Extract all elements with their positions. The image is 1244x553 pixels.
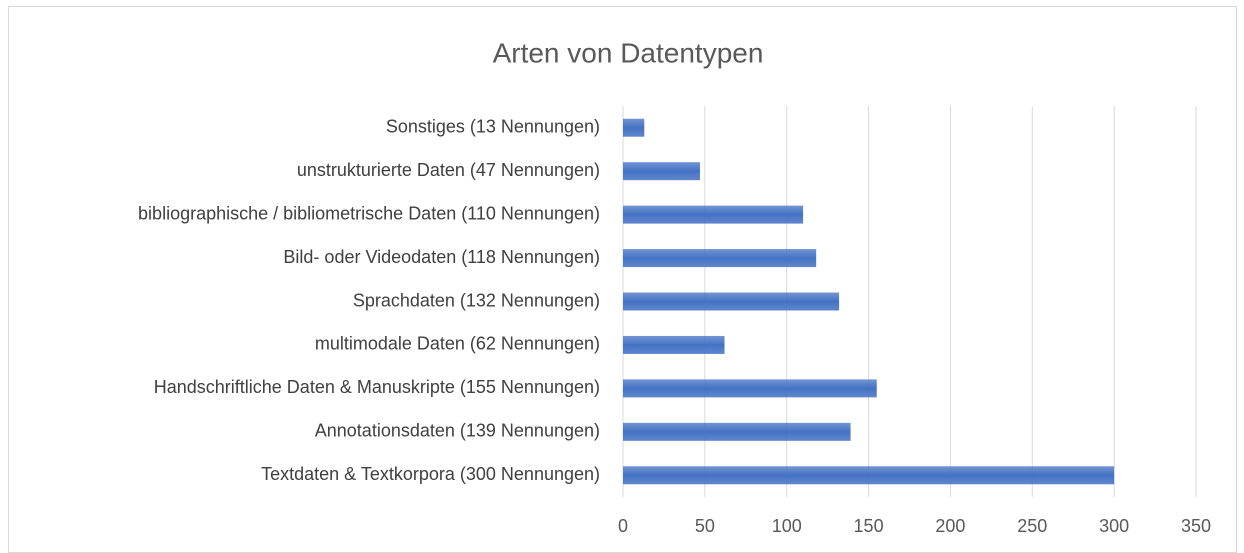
bar: [623, 466, 1115, 485]
bar: [623, 335, 725, 354]
bar: [623, 249, 817, 268]
y-tick-label: Sprachdaten (132 Nennungen): [353, 290, 600, 310]
x-tick-label: 300: [1099, 516, 1129, 536]
x-tick-label: 250: [1017, 516, 1047, 536]
y-tick-label: Sonstiges (13 Nennungen): [386, 116, 600, 136]
bar: [623, 118, 645, 137]
x-tick-label: 50: [695, 516, 715, 536]
y-tick-label: Annotationsdaten (139 Nennungen): [315, 421, 600, 441]
bar: [623, 379, 877, 398]
y-tick-label: unstrukturierte Daten (47 Nennungen): [297, 160, 600, 180]
x-tick-label: 0: [618, 516, 628, 536]
x-tick-label: 350: [1181, 516, 1211, 536]
bar: [623, 292, 840, 311]
x-tick-label: 200: [935, 516, 965, 536]
y-tick-label: bibliographische / bibliometrische Daten…: [138, 203, 600, 223]
bar: [623, 162, 700, 181]
x-tick-label: 150: [854, 516, 884, 536]
bar: [623, 205, 804, 224]
x-tick-label: 100: [772, 516, 802, 536]
y-tick-label: Bild- oder Videodaten (118 Nennungen): [283, 247, 600, 267]
y-tick-label: multimodale Daten (62 Nennungen): [315, 334, 600, 354]
bar: [623, 422, 851, 441]
y-tick-label: Handschriftliche Daten & Manuskripte (15…: [154, 377, 600, 397]
chart-title: Arten von Datentypen: [493, 37, 764, 68]
y-tick-label: Textdaten & Textkorpora (300 Nennungen): [261, 464, 600, 484]
